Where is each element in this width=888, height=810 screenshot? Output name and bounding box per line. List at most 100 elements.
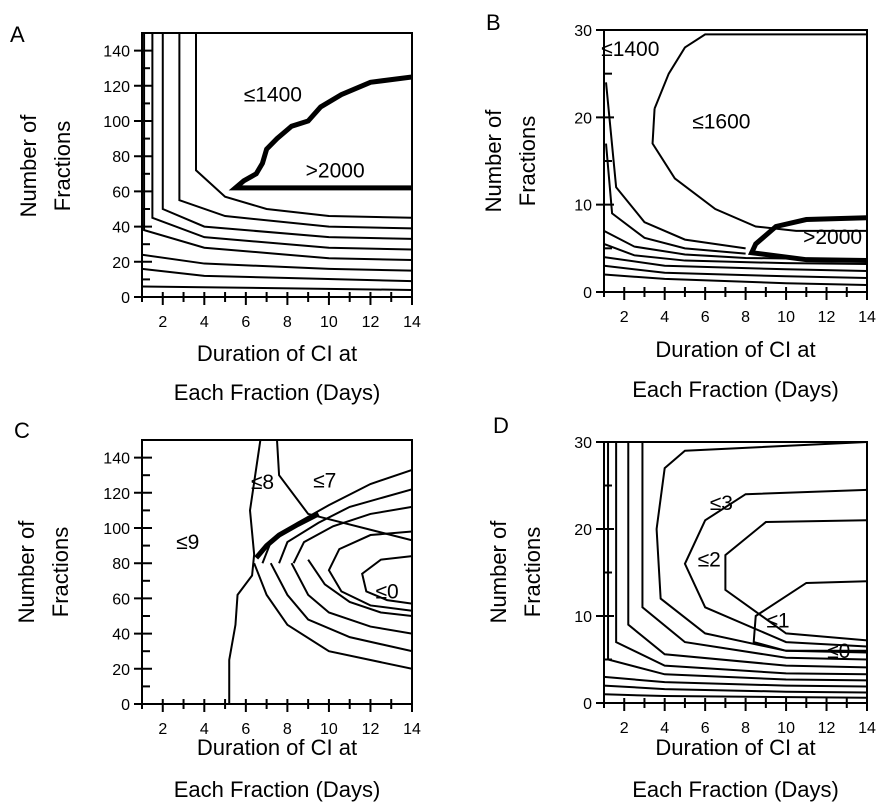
contour-line: [683, 488, 867, 648]
contour-line: [151, 33, 412, 251]
x-tick-label: 14: [858, 309, 876, 326]
contour-line: [253, 562, 412, 670]
contour-line: [143, 33, 412, 262]
x-axis-label: Each Fraction (Days): [632, 377, 839, 402]
x-tick-label: 10: [777, 720, 795, 737]
contour-line-heavy: [228, 74, 412, 191]
x-tick-label: 4: [200, 721, 209, 738]
region-label: ≤1: [766, 609, 789, 632]
contour-line: [161, 33, 412, 240]
contour-line: [307, 559, 412, 617]
x-tick-label: 6: [701, 720, 710, 737]
y-tick-label: 40: [112, 627, 130, 644]
x-tick-label: 10: [777, 309, 795, 326]
y-tick-label: 10: [574, 198, 592, 215]
contour-line: [724, 519, 867, 642]
panel-label: B: [486, 10, 501, 35]
contour-line: [604, 256, 867, 273]
x-tick-label: 8: [741, 309, 750, 326]
contour-line: [278, 488, 412, 564]
y-axis-label: Fractions: [520, 527, 545, 617]
y-axis-label: Number of: [14, 520, 39, 624]
x-axis-label: Duration of CI at: [197, 735, 357, 760]
plot-frame: [141, 439, 413, 705]
x-tick-label: 6: [241, 721, 250, 738]
x-tick-label: 14: [403, 314, 421, 331]
x-tick-label: 8: [741, 720, 750, 737]
region-label: ≤3: [710, 492, 733, 515]
x-tick-label: 12: [818, 309, 836, 326]
y-tick-label: 20: [112, 255, 130, 272]
y-axis-label: Number of: [16, 114, 41, 218]
x-axis-label: Each Fraction (Days): [632, 777, 839, 802]
x-tick-label: 2: [158, 721, 167, 738]
x-tick-label: 14: [858, 720, 876, 737]
y-tick-label: 30: [574, 23, 592, 40]
x-axis-label: Each Fraction (Days): [174, 777, 381, 802]
contour-line-heavy: [747, 215, 867, 264]
y-tick-label: 0: [583, 285, 592, 302]
region-label: >2000: [306, 159, 365, 182]
x-tick-label: 10: [320, 721, 338, 738]
x-tick-label: 12: [818, 720, 836, 737]
y-tick-label: 80: [112, 149, 130, 166]
contour-group: [604, 33, 867, 287]
y-tick-label: 100: [103, 521, 130, 538]
contour-line: [195, 33, 412, 219]
y-tick-label: 60: [112, 184, 130, 201]
y-tick-label: 120: [103, 486, 130, 503]
y-tick-label: 20: [574, 522, 592, 539]
y-tick-label: 0: [583, 696, 592, 713]
x-tick-label: 10: [320, 314, 338, 331]
y-tick-label: 140: [103, 44, 130, 61]
x-tick-label: 2: [620, 309, 629, 326]
x-tick-label: 4: [660, 720, 669, 737]
x-axis-label: Duration of CI at: [197, 341, 357, 366]
region-label: ≤1400: [244, 84, 302, 107]
y-tick-label: 120: [103, 79, 130, 96]
y-tick-label: 0: [121, 697, 130, 714]
y-axis-label: Fractions: [48, 527, 73, 617]
contour-line: [655, 442, 867, 654]
x-tick-label: 6: [241, 314, 250, 331]
panel-label: C: [14, 418, 30, 443]
y-tick-label: 20: [574, 110, 592, 127]
contour-line-heavy: [254, 511, 320, 560]
y-tick-label: 80: [112, 556, 130, 573]
contour-line: [327, 530, 412, 612]
contour-line: [142, 285, 412, 291]
region-label: ≤1400: [601, 38, 659, 61]
panel-b: B 0 10 20 30 2 4 6 8 10 12 14 Number of Fractions Dura…: [481, 10, 876, 402]
contour-group: [604, 442, 867, 699]
y-tick-label: 60: [112, 591, 130, 608]
contour-line: [276, 440, 412, 542]
y-axis-label: Fractions: [515, 116, 540, 206]
y-tick-label: 0: [121, 290, 130, 307]
plot-frame: [141, 32, 413, 298]
y-tick-label: 20: [112, 662, 130, 679]
contour-line: [607, 442, 867, 682]
y-axis-label: Fractions: [50, 121, 75, 211]
contour-line: [615, 442, 867, 676]
contour-line: [604, 243, 867, 266]
contour-line: [292, 505, 412, 564]
region-label: ≤7: [313, 469, 336, 492]
x-tick-label: 12: [362, 314, 380, 331]
contour-line: [605, 143, 746, 255]
contour-line: [228, 440, 262, 704]
contour-group: [142, 33, 412, 291]
region-label: ≤9: [176, 531, 199, 554]
region-label: ≤2: [698, 548, 721, 571]
contour-line: [269, 562, 412, 653]
x-axis-label: Duration of CI at: [655, 735, 815, 760]
x-tick-label: 12: [362, 721, 380, 738]
region-label: ≤0: [827, 640, 850, 663]
contour-line: [752, 580, 867, 652]
y-tick-label: 100: [103, 114, 130, 131]
contour-line: [653, 33, 867, 109]
contour-line: [361, 555, 412, 605]
contour-line: [604, 273, 867, 287]
contour-line: [290, 562, 412, 635]
contour-line: [178, 33, 412, 230]
contour-line: [627, 442, 867, 669]
